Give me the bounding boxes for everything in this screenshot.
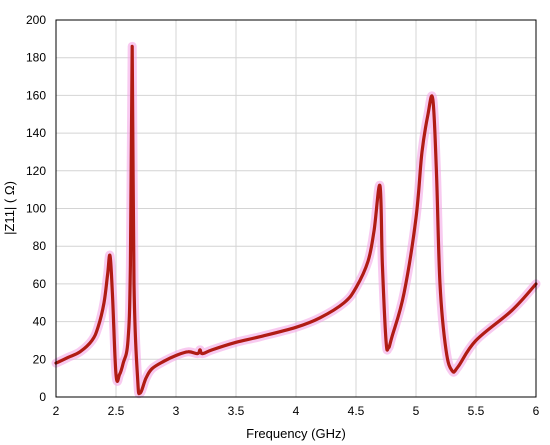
y-tick-label: 20: [33, 352, 47, 366]
x-tick-labels: 2 2.5 3 3.5 4 4.5 5 5.5 6: [53, 404, 540, 418]
x-tick-label: 2: [53, 404, 60, 418]
x-tick-label: 4.5: [348, 404, 365, 418]
y-tick-label: 140: [26, 126, 46, 140]
y-tick-label: 40: [33, 315, 47, 329]
y-tick-label: 200: [26, 13, 46, 27]
y-tick-label: 100: [26, 202, 46, 216]
series-line: [54, 44, 538, 396]
x-tick-label: 2.5: [108, 404, 125, 418]
plot-frame: [55, 19, 537, 398]
y-tick-label: 0: [39, 390, 46, 404]
x-axis-title: Frequency (GHz): [246, 426, 346, 441]
y-tick-labels: 0 20 40 60 80 100 120 140 160 180 200: [26, 13, 46, 404]
x-tick-label: 5: [413, 404, 420, 418]
y-tick-label: 180: [26, 51, 46, 65]
x-tick-label: 6: [533, 404, 540, 418]
y-tick-label: 120: [26, 164, 46, 178]
series-layer: [51, 41, 541, 399]
x-tick-label: 3.5: [228, 404, 245, 418]
y-tick-label: 60: [33, 277, 47, 291]
y-axis-title: |Z11| ( Ω): [2, 181, 17, 235]
y-tick-label: 160: [26, 88, 46, 102]
x-tick-label: 3: [173, 404, 180, 418]
x-tick-label: 5.5: [468, 404, 485, 418]
y-tick-label: 80: [33, 239, 47, 253]
x-tick-label: 4: [293, 404, 300, 418]
